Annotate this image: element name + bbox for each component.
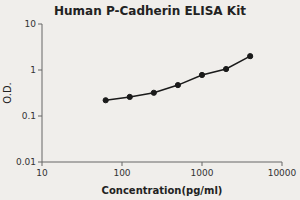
chart: 10 100 1000 10000 0.01 0.1 1 10 Human P-Cadherin… [0,0,300,200]
x-tick-label: 1000 [191,168,214,178]
y-tick [38,24,42,25]
point [248,54,253,59]
x-tick [122,162,123,166]
y-tick [38,162,42,163]
y-tick [38,116,42,117]
point [223,66,228,71]
y-tick-label: 10 [25,19,37,29]
chart-container: 10 100 1000 10000 0.01 0.1 1 10 Human P-Cadherin… [0,0,300,200]
point [151,90,156,95]
y-axis-line [42,24,43,162]
point [127,94,132,99]
point [103,98,108,103]
x-tick [202,162,203,166]
y-tick-label: 1 [30,65,36,75]
y-axis-label: O.D. [2,82,13,104]
y-tick-label: 0.1 [22,111,36,121]
line [106,56,250,100]
x-tick [42,162,43,166]
x-tick-label: 10000 [268,168,297,178]
title: Human P-Cadherin ELISA Kit [54,4,246,18]
x-tick-label: 10 [36,168,48,178]
plot-area [103,54,253,103]
x-axis-line [42,162,282,163]
background [0,0,300,200]
point [175,82,180,87]
x-tick-label: 100 [113,168,130,178]
y-tick [38,70,42,71]
x-axis-label: Concentration(pg/ml) [102,185,223,196]
point [199,72,204,77]
y-tick-label: 0.01 [16,157,36,167]
x-tick [282,162,283,166]
